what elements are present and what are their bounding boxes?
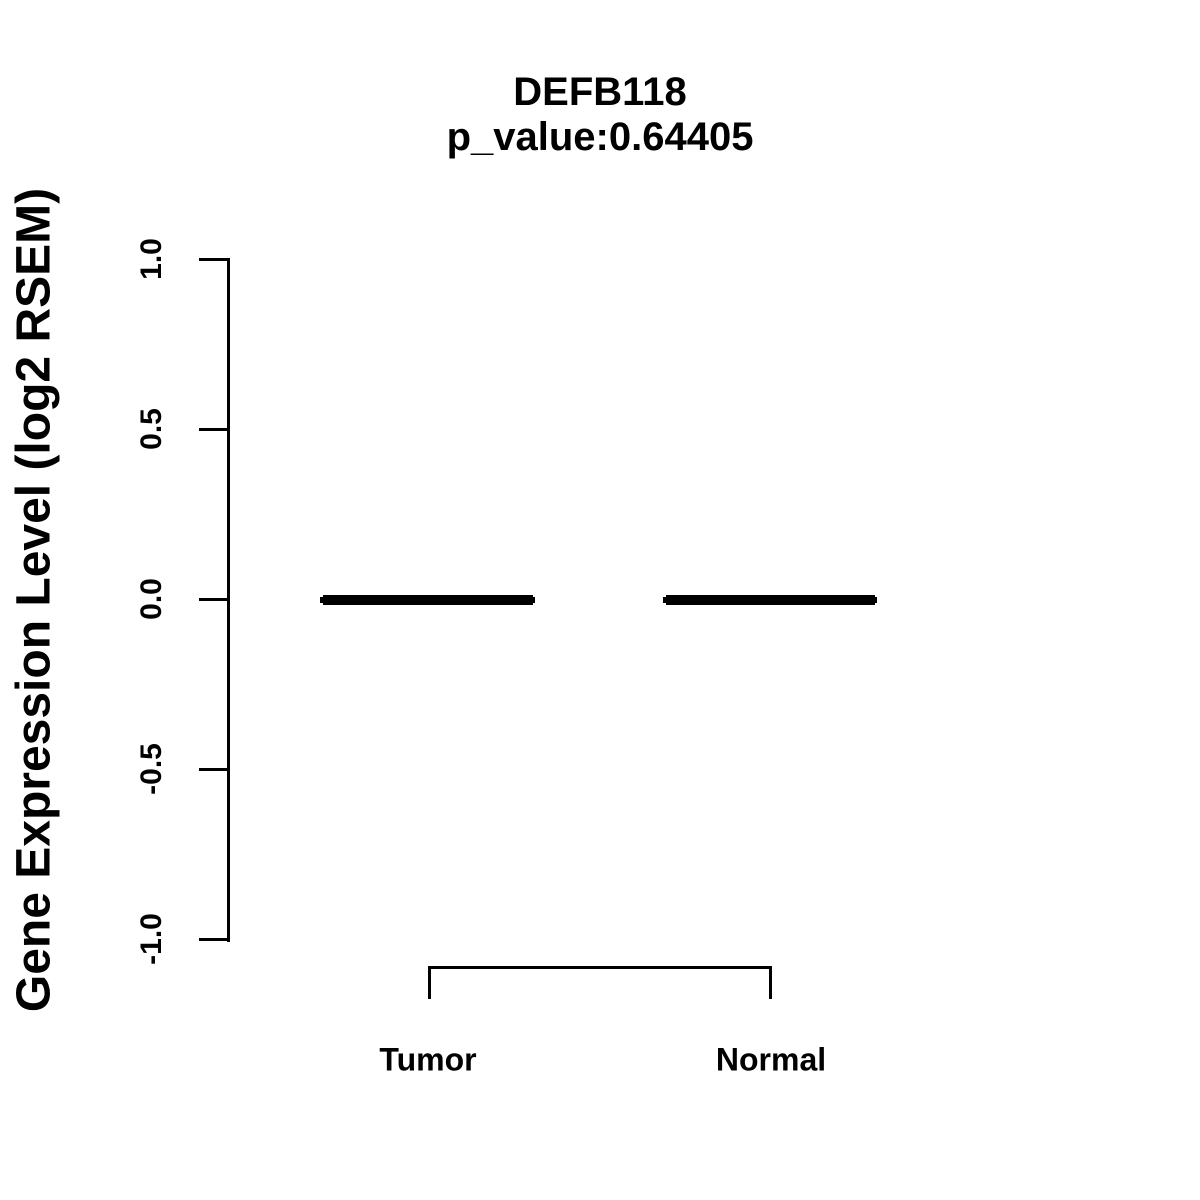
normal-box-edge-right [873,597,877,603]
comparison-bracket-top [428,966,772,969]
y-tick-label-1.0: 1.0 [135,238,168,280]
x-label-tumor: Tumor [379,1041,477,1078]
chart-title: DEFB118 [513,70,687,114]
y-tick-mark-1.0 [199,258,229,261]
y-tick-mark--1.0 [199,938,229,941]
y-tick-mark-0.0 [199,598,229,601]
y-tick-label--1.0: -1.0 [135,913,168,965]
normal-box-edge-left [663,597,667,603]
tumor-box-edge-right [531,597,535,603]
y-tick-label-0.0: 0.0 [135,578,168,620]
tumor-box-edge-left [320,597,324,603]
normal-median-line [666,595,875,605]
y-axis-label: Gene Expression Level (log2 RSEM) [7,187,61,1013]
y-tick-label--0.5: -0.5 [135,743,168,795]
chart-subtitle-pvalue: p_value:0.64405 [446,115,754,159]
tumor-median-line [323,595,533,605]
chart-title-block: DEFB118 p_value:0.64405 [0,70,1200,160]
y-tick-label-0.5: 0.5 [135,408,168,450]
comparison-bracket-left-leg [428,966,431,999]
y-tick-mark-0.5 [199,428,229,431]
x-label-normal: Normal [715,1041,827,1078]
comparison-bracket-right-leg [769,966,772,999]
y-tick-mark--0.5 [199,768,229,771]
